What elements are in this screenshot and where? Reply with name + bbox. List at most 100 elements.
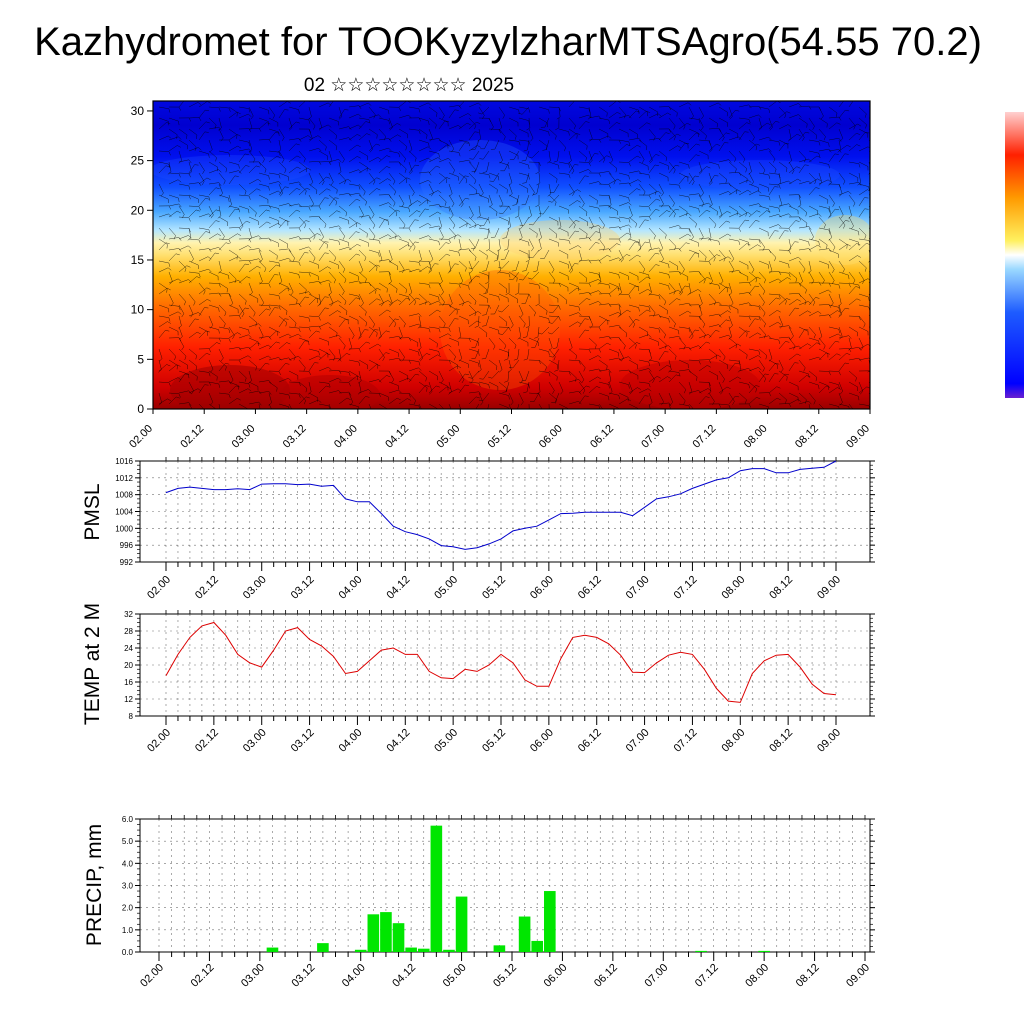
wind-barb-flag bbox=[445, 411, 446, 415]
wind-barb-flag bbox=[876, 410, 877, 414]
wind-barb-flag bbox=[879, 338, 881, 341]
heatmap-y-tick-label: 10 bbox=[131, 303, 145, 317]
x-tick-label: 04.12 bbox=[390, 962, 418, 990]
precip-bar bbox=[418, 949, 430, 952]
wind-barb-flag bbox=[875, 275, 879, 276]
wind-barb-flag bbox=[875, 308, 879, 309]
y-tick-label: 1004 bbox=[115, 508, 133, 517]
wind-barb-flag bbox=[879, 329, 880, 333]
precip-label: PRECIP, mm bbox=[83, 824, 106, 946]
precip-bar bbox=[355, 950, 367, 952]
heatmap-x-tick-label: 02.00 bbox=[127, 423, 155, 451]
x-tick-label: 05.12 bbox=[491, 962, 519, 990]
x-tick-label: 02.12 bbox=[189, 962, 217, 990]
wind-barb-flag bbox=[845, 99, 849, 100]
wind-barb-flag bbox=[330, 413, 333, 416]
wind-barb-flag bbox=[825, 411, 826, 415]
x-tick-label: 03.12 bbox=[289, 574, 317, 602]
x-tick-label: 09.00 bbox=[815, 574, 843, 602]
x-tick-label: 07.00 bbox=[624, 574, 652, 602]
page-title: Kazhydromet for TOOKyzylzharMTSAgro(54.5… bbox=[34, 20, 982, 64]
heatmap-y-tick-label: 25 bbox=[131, 154, 145, 168]
x-tick-label: 08.12 bbox=[767, 727, 795, 755]
precip-bar bbox=[267, 948, 279, 952]
wind-barb-flag bbox=[871, 303, 873, 306]
y-tick-label: 28 bbox=[124, 627, 133, 636]
heatmap-y-tick-label: 20 bbox=[131, 203, 145, 217]
x-tick-label: 02.00 bbox=[138, 962, 166, 990]
heatmap-blob bbox=[440, 270, 560, 390]
y-tick-label: 1008 bbox=[115, 491, 133, 500]
temp-label: TEMP at 2 M bbox=[81, 603, 104, 725]
y-tick-label: 2.0 bbox=[122, 904, 134, 913]
wind-barb-flag bbox=[855, 99, 859, 100]
x-tick-label: 06.00 bbox=[528, 574, 556, 602]
x-tick-label: 08.12 bbox=[794, 962, 822, 990]
page-subtitle: 02 ☆☆☆☆☆☆☆☆ 2025 bbox=[304, 75, 514, 96]
x-tick-label: 04.00 bbox=[340, 962, 368, 990]
precip-bar bbox=[380, 912, 392, 952]
y-tick-label: 3.0 bbox=[122, 882, 134, 891]
heatmap-x-tick-label: 06.00 bbox=[537, 423, 565, 451]
y-tick-label: 1.0 bbox=[122, 926, 134, 935]
wind-barb-flag bbox=[258, 414, 261, 417]
x-tick-label: 05.00 bbox=[432, 727, 460, 755]
x-tick-label: 08.00 bbox=[719, 574, 747, 602]
x-tick-label: 08.12 bbox=[767, 574, 795, 602]
precip-bar bbox=[758, 951, 770, 952]
y-tick-label: 0.0 bbox=[122, 948, 134, 957]
x-tick-label: 04.12 bbox=[384, 727, 412, 755]
x-tick-label: 06.12 bbox=[576, 574, 604, 602]
heatmap-x-tick-label: 04.12 bbox=[383, 423, 411, 451]
heatmap-x-tick-label: 06.12 bbox=[588, 423, 616, 451]
x-tick-label: 03.12 bbox=[289, 962, 317, 990]
wind-barb-flag bbox=[879, 119, 881, 123]
wind-barb-flag bbox=[335, 99, 339, 100]
heatmap-x-tick-label: 05.12 bbox=[486, 423, 514, 451]
y-tick-label: 8 bbox=[129, 712, 134, 721]
x-tick-label: 03.12 bbox=[289, 727, 317, 755]
wind-barb-flag bbox=[271, 413, 273, 416]
heatmap-y-tick-label: 30 bbox=[131, 104, 145, 118]
wind-barb-flag bbox=[879, 369, 882, 372]
x-tick-label: 03.00 bbox=[241, 574, 269, 602]
wind-barb-flag bbox=[694, 411, 695, 415]
wind-barb-flag bbox=[876, 232, 880, 233]
wind-barb-flag bbox=[216, 410, 217, 414]
x-tick-label: 04.00 bbox=[337, 574, 365, 602]
wind-barb-flag bbox=[873, 401, 875, 405]
x-tick-label: 03.00 bbox=[239, 962, 267, 990]
heatmap-x-tick-label: 08.12 bbox=[793, 423, 821, 451]
x-tick-label: 02.00 bbox=[145, 727, 173, 755]
wind-barb-flag bbox=[526, 414, 529, 416]
x-tick-label: 07.12 bbox=[672, 574, 700, 602]
y-tick-label: 5.0 bbox=[122, 837, 134, 846]
y-tick-label: 4.0 bbox=[122, 859, 134, 868]
wind-barb-flag bbox=[450, 413, 453, 416]
heatmap-x-tick-label: 07.12 bbox=[691, 423, 719, 451]
heatmap-blob bbox=[680, 160, 840, 190]
wind-barb-flag bbox=[879, 351, 880, 355]
wind-barb-flag bbox=[370, 413, 373, 416]
x-tick-label: 05.00 bbox=[441, 962, 469, 990]
x-tick-label: 02.12 bbox=[193, 727, 221, 755]
precip-bar bbox=[695, 951, 707, 952]
heatmap-blob bbox=[420, 140, 540, 220]
heatmap-x-tick-label: 05.00 bbox=[434, 423, 462, 451]
wind-barb-flag bbox=[808, 414, 811, 417]
pmsl-label: PMSL bbox=[81, 483, 104, 540]
heatmap-x-tick-label: 08.00 bbox=[742, 423, 770, 451]
heatmap-blob bbox=[170, 365, 290, 415]
heatmap-blob bbox=[150, 155, 310, 185]
wind-barb-flag bbox=[873, 181, 875, 185]
wind-barb-flag bbox=[603, 412, 605, 416]
y-tick-label: 20 bbox=[124, 661, 133, 670]
heatmap-x-tick-label: 09.00 bbox=[844, 423, 872, 451]
heatmap-y-tick-label: 15 bbox=[131, 253, 145, 267]
x-tick-label: 02.00 bbox=[145, 574, 173, 602]
wind-barb-flag bbox=[546, 414, 549, 416]
x-tick-label: 06.12 bbox=[576, 727, 604, 755]
